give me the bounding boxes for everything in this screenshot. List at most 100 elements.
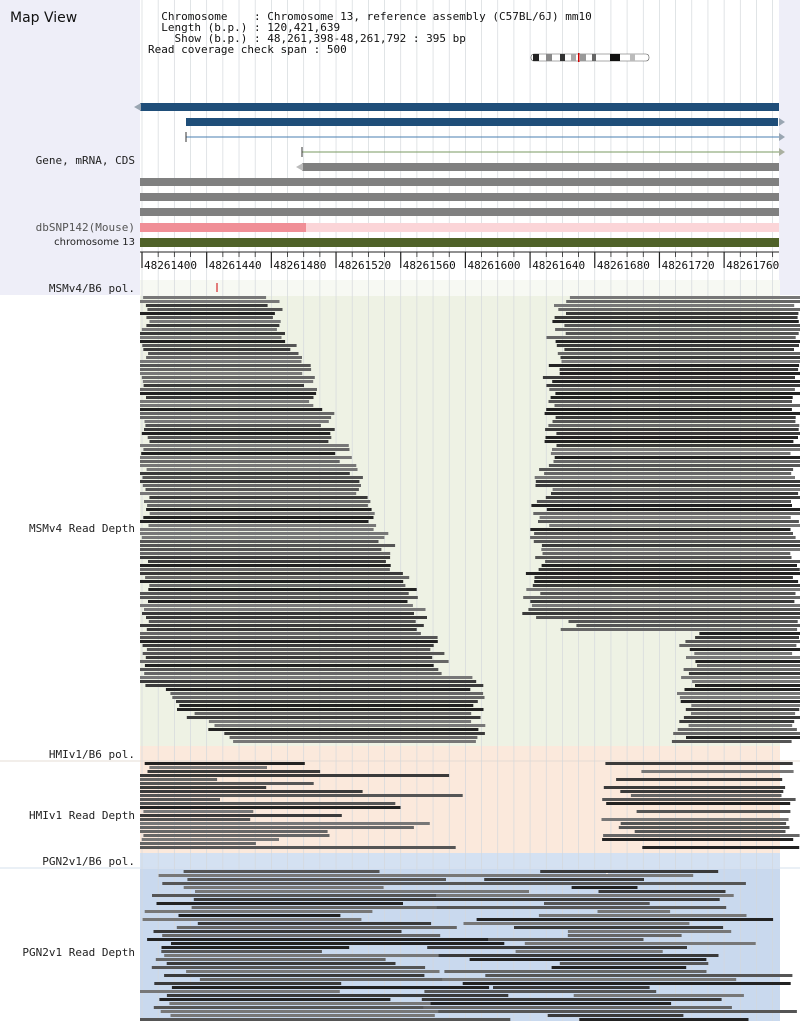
- read: [552, 448, 800, 451]
- ruler-label: 48261680: [597, 259, 650, 272]
- read: [550, 452, 791, 455]
- ruler-label: 48261560: [403, 259, 456, 272]
- read: [169, 1002, 468, 1005]
- read: [557, 352, 800, 355]
- track-label-chromosome: chromosome 13: [54, 237, 135, 248]
- read: [677, 692, 800, 695]
- read: [555, 392, 800, 395]
- read: [140, 532, 389, 535]
- read: [550, 396, 793, 399]
- read: [140, 814, 342, 817]
- read: [569, 296, 800, 299]
- read: [524, 942, 756, 945]
- gene-bar-1: [140, 103, 779, 111]
- read: [147, 504, 368, 507]
- ruler-label: 48261400: [144, 259, 197, 272]
- read: [488, 938, 644, 941]
- read: [155, 958, 386, 961]
- read: [634, 830, 786, 833]
- read: [141, 838, 279, 841]
- read: [685, 708, 800, 711]
- gene-track[interactable]: [134, 103, 785, 247]
- read: [552, 380, 800, 383]
- read: [229, 736, 478, 739]
- read: [540, 870, 719, 873]
- read: [170, 692, 484, 695]
- read: [149, 320, 281, 323]
- read: [140, 580, 404, 583]
- read: [533, 512, 800, 515]
- read: [142, 612, 414, 615]
- read: [147, 308, 283, 311]
- reads-tracks[interactable]: [140, 283, 800, 1021]
- read: [140, 312, 275, 315]
- read: [143, 348, 291, 351]
- read: [565, 332, 799, 335]
- mrna-bar-4: [140, 208, 779, 216]
- read: [148, 600, 408, 603]
- read: [143, 810, 254, 813]
- read: [691, 712, 796, 715]
- read: [551, 966, 687, 969]
- read: [530, 536, 796, 539]
- read: [679, 644, 797, 647]
- read: [140, 372, 303, 375]
- read: [538, 568, 800, 571]
- dbsnp-bar: [140, 223, 306, 232]
- show-range-value: 48,261,398-48,261,792 : 395 bp: [267, 32, 466, 45]
- read: [548, 400, 792, 403]
- read: [161, 950, 322, 953]
- read: [531, 504, 792, 507]
- read: [140, 464, 357, 467]
- track-label-pgn-depth: PGN2v1 Read Depth: [22, 946, 135, 959]
- read: [140, 556, 391, 559]
- read: [683, 716, 800, 719]
- read: [689, 648, 800, 651]
- read: [602, 838, 794, 841]
- read: [144, 428, 335, 431]
- read: [555, 416, 796, 419]
- read: [144, 608, 426, 611]
- read: [493, 986, 650, 989]
- read: [548, 424, 800, 427]
- track-label-hmi-depth: HMIv1 Read Depth: [29, 809, 135, 822]
- read: [469, 958, 707, 961]
- right-margin: [779, 0, 800, 295]
- read: [603, 834, 800, 837]
- read: [554, 316, 798, 319]
- read: [140, 472, 350, 475]
- read: [464, 874, 694, 877]
- read: [142, 344, 297, 347]
- read: [533, 540, 800, 543]
- read: [146, 324, 280, 327]
- read: [144, 762, 305, 765]
- read: [487, 898, 720, 901]
- read: [140, 1018, 511, 1021]
- read: [140, 846, 456, 849]
- chromosome-ideogram[interactable]: [530, 53, 650, 62]
- read: [571, 886, 638, 889]
- ruler-label: 48261520: [338, 259, 391, 272]
- read: [540, 592, 796, 595]
- read: [140, 990, 340, 993]
- read: [140, 668, 439, 671]
- read: [561, 360, 800, 363]
- read: [545, 496, 800, 499]
- read: [603, 786, 786, 789]
- read: [145, 684, 484, 687]
- read: [618, 826, 790, 829]
- read: [144, 664, 434, 667]
- read: [544, 440, 794, 443]
- read: [179, 704, 474, 707]
- read: [535, 484, 800, 487]
- read: [573, 994, 744, 997]
- read: [541, 548, 800, 551]
- read: [630, 794, 782, 797]
- read: [671, 740, 792, 743]
- read: [463, 922, 690, 925]
- read: [186, 970, 440, 973]
- read: [186, 716, 481, 719]
- read: [162, 934, 441, 937]
- read: [476, 918, 774, 921]
- read: [140, 460, 340, 463]
